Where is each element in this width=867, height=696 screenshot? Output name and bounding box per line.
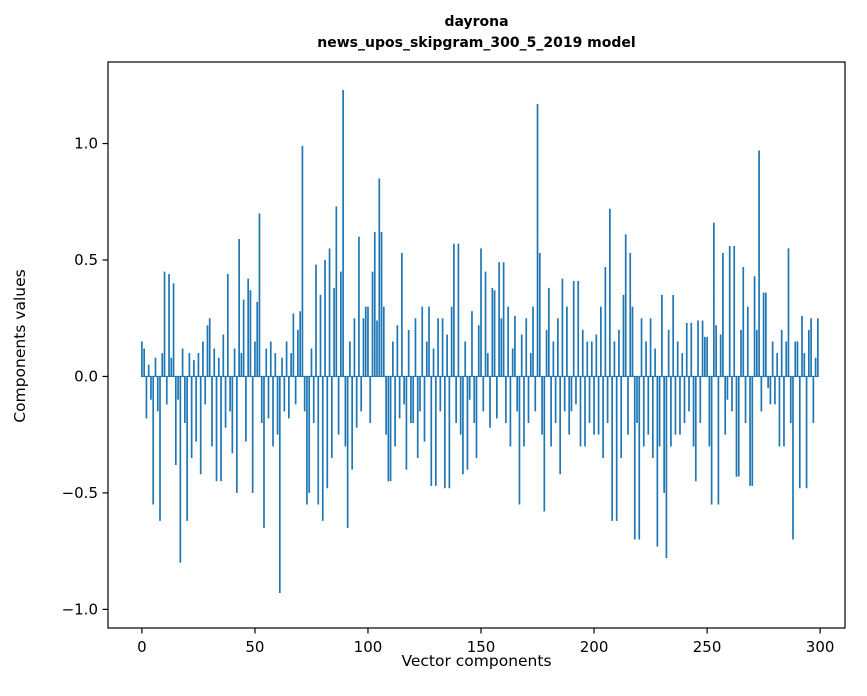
y-tick-label: 1.0 bbox=[74, 135, 98, 153]
chart-title-line1: dayrona bbox=[444, 14, 509, 30]
x-tick-label: 0 bbox=[137, 638, 147, 656]
x-tick-label: 50 bbox=[245, 638, 264, 656]
x-tick-label: 100 bbox=[354, 638, 383, 656]
x-tick-label: 200 bbox=[580, 638, 609, 656]
chart-title-line2: news_upos_skipgram_300_5_2019 model bbox=[317, 35, 636, 51]
y-tick-label: 0.0 bbox=[74, 367, 98, 385]
x-tick-label: 250 bbox=[693, 638, 722, 656]
x-axis-label: Vector components bbox=[401, 652, 552, 670]
axes-frame bbox=[107, 61, 846, 629]
y-tick-label: −0.5 bbox=[62, 484, 98, 502]
bar-series bbox=[141, 89, 819, 594]
x-tick-label: 150 bbox=[467, 638, 496, 656]
x-tick-label: 300 bbox=[806, 638, 835, 656]
y-tick-label: −1.0 bbox=[62, 600, 98, 618]
y-tick-label: 0.5 bbox=[74, 251, 98, 269]
